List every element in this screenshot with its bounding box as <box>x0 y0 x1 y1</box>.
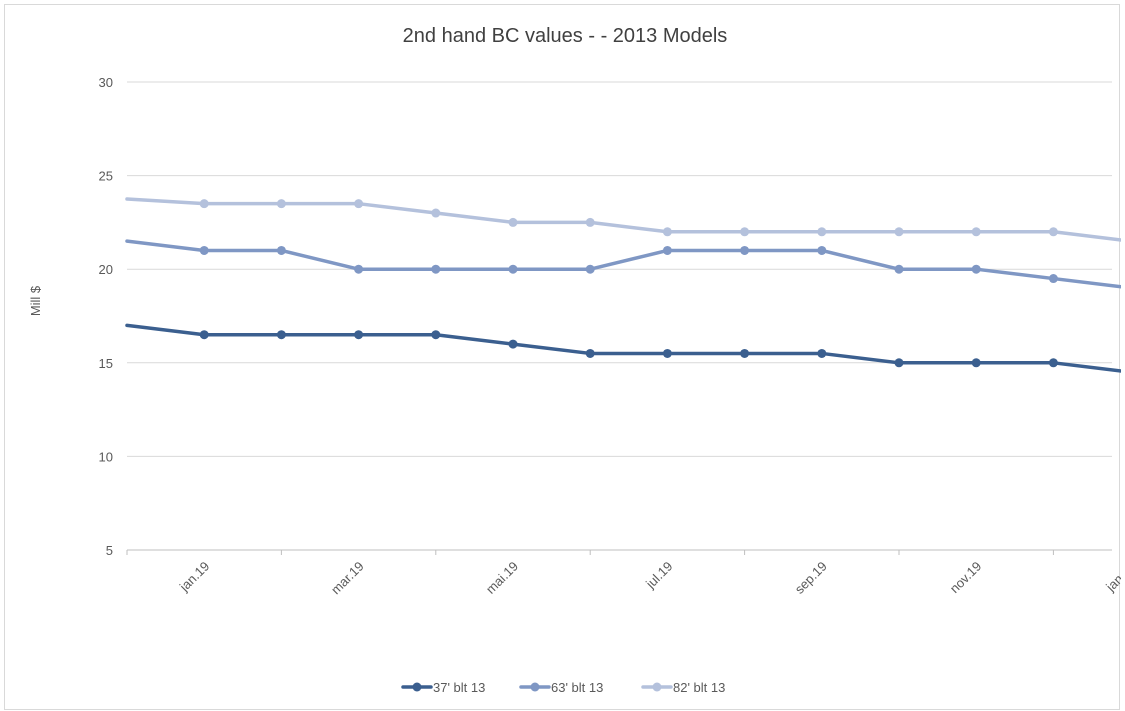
data-point <box>199 330 209 340</box>
data-point <box>354 264 364 274</box>
data-point <box>199 245 209 255</box>
x-tick-label: mai.19 <box>483 559 521 597</box>
data-point <box>1048 358 1058 368</box>
data-point <box>276 199 286 209</box>
data-point <box>585 264 595 274</box>
data-point <box>1048 274 1058 284</box>
legend-swatch-marker <box>412 682 422 692</box>
data-point <box>431 264 441 274</box>
chart-title: 2nd hand BC values - - 2013 Models <box>403 25 728 47</box>
legend-label: 82' blt 13 <box>673 680 725 695</box>
data-point <box>508 264 518 274</box>
data-point <box>817 227 827 237</box>
y-tick-label: 30 <box>99 75 113 90</box>
y-axis-title: Mill $ <box>28 285 43 316</box>
y-tick-label: 15 <box>99 356 113 371</box>
x-tick-label: jul.19 <box>642 559 675 592</box>
data-point <box>971 358 981 368</box>
y-tick-label: 5 <box>106 543 113 558</box>
y-tick-label: 20 <box>99 262 113 277</box>
data-point <box>740 348 750 358</box>
series-line <box>125 239 1121 289</box>
data-point <box>1048 227 1058 237</box>
data-point <box>894 227 904 237</box>
y-tick-label: 10 <box>99 449 113 464</box>
legend: 37' blt 13 63' blt 13 82' blt 13 <box>401 680 725 695</box>
series-lines <box>125 197 1121 373</box>
data-point <box>431 208 441 218</box>
data-point <box>817 245 827 255</box>
data-point <box>276 245 286 255</box>
x-tick-label: mar.19 <box>328 559 367 598</box>
y-axis-ticks: 5 10 15 20 25 30 <box>99 75 113 558</box>
data-point <box>585 348 595 358</box>
data-point <box>431 330 441 340</box>
data-point <box>662 227 672 237</box>
data-point <box>894 358 904 368</box>
data-point <box>740 245 750 255</box>
data-point <box>508 339 518 349</box>
x-tick-label: jan.19 <box>176 559 212 595</box>
data-point <box>354 199 364 209</box>
data-point <box>662 348 672 358</box>
data-point <box>740 227 750 237</box>
series-group <box>125 239 1121 289</box>
data-point <box>585 217 595 227</box>
chart-area: 2nd hand BC values - - 2013 Models Mill … <box>4 4 1121 710</box>
data-point <box>354 330 364 340</box>
y-tick-label: 25 <box>99 169 113 184</box>
x-tick-label: nov.19 <box>947 559 985 597</box>
data-point <box>817 348 827 358</box>
data-point <box>894 264 904 274</box>
series-line <box>125 323 1121 373</box>
x-axis: jan.19 mar.19 mai.19 jul.19 sep.19 nov.19 jan.… <box>126 549 1121 598</box>
legend-label: 63' blt 13 <box>551 680 603 695</box>
data-point <box>508 217 518 227</box>
data-point <box>662 245 672 255</box>
x-tick-label: jan.20 <box>1102 559 1121 595</box>
line-chart: 2nd hand BC values - - 2013 Models Mill … <box>28 25 1121 695</box>
series-line <box>125 197 1121 242</box>
legend-swatch-marker <box>530 682 540 692</box>
legend-label: 37' blt 13 <box>433 680 485 695</box>
data-point <box>276 330 286 340</box>
data-point <box>199 199 209 209</box>
x-tick-label: sep.19 <box>792 559 830 597</box>
series-group <box>125 323 1121 373</box>
data-point <box>971 227 981 237</box>
series-group <box>125 197 1121 242</box>
data-point <box>971 264 981 274</box>
legend-swatch-marker <box>652 682 662 692</box>
